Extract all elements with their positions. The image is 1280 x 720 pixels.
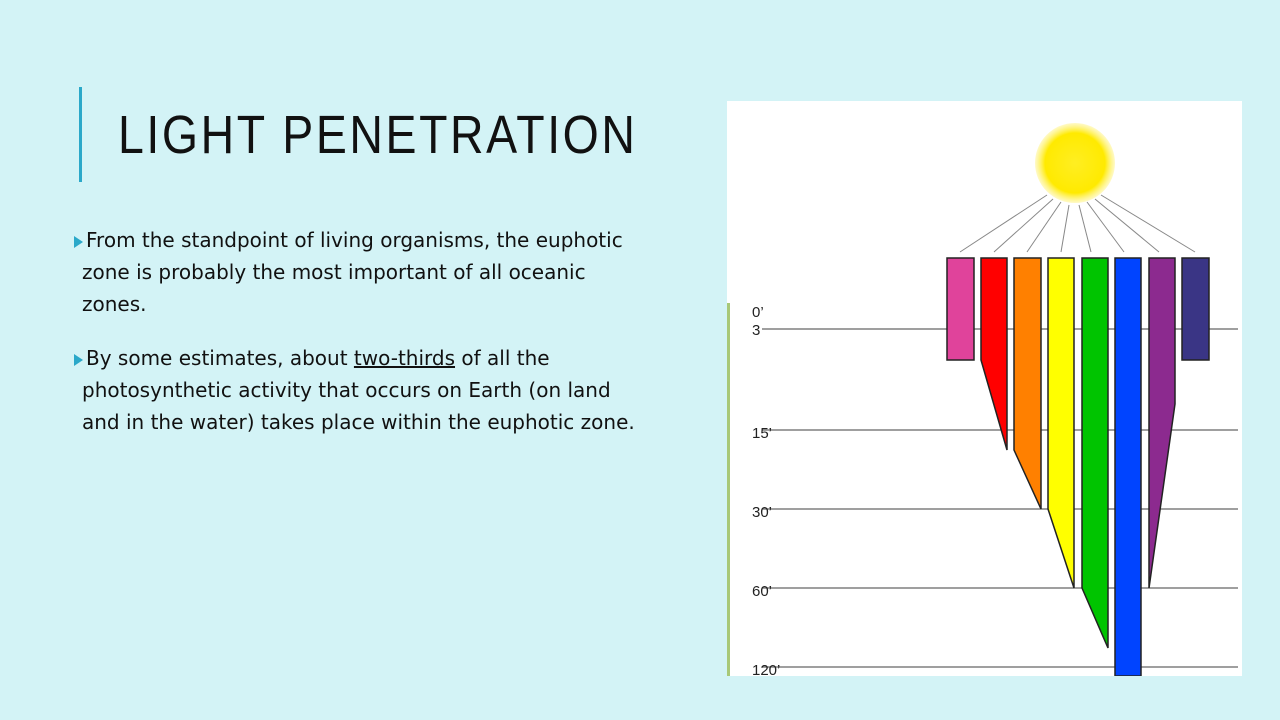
- sun-ray: [1060, 204, 1070, 253]
- depth-label: 120’: [752, 662, 780, 676]
- bullet-item: By some estimates, about two-thirds of a…: [74, 342, 654, 438]
- sun-ray: [1094, 198, 1160, 253]
- bullet-list: From the standpoint of living organisms,…: [74, 224, 654, 460]
- sun-ray: [959, 194, 1048, 253]
- sun-ray: [1086, 201, 1125, 253]
- sun-ray: [1100, 194, 1196, 253]
- bullet-text-after: of all the photosynthetic activity that …: [82, 346, 635, 434]
- light-bar-green: [1081, 257, 1109, 649]
- sun-ray: [1026, 201, 1062, 253]
- sun-ray: [1078, 204, 1092, 253]
- underlined-term: two-thirds: [353, 346, 456, 370]
- arrow-bullet-icon: [74, 354, 83, 366]
- bullet-text: From the standpoint of living organisms,…: [82, 228, 623, 316]
- depth-label: 60’: [752, 583, 772, 600]
- light-bar-yellow: [1047, 257, 1075, 589]
- light-bar-indigo: [1181, 257, 1210, 361]
- sun-ray: [993, 198, 1054, 253]
- bullet-text: By some estimates, about two-thirds of a…: [82, 346, 635, 434]
- title-accent-bar: [79, 87, 82, 182]
- green-edge-strip: [727, 303, 730, 676]
- depth-label: 3: [752, 322, 760, 339]
- depth-label: 0’: [752, 304, 764, 321]
- light-penetration-figure: 0’ 3 15’ 30’ 60’ 120’: [727, 101, 1242, 676]
- sun-icon: [1035, 123, 1115, 203]
- light-bar-orange: [1013, 257, 1042, 510]
- light-bar-blue: [1114, 257, 1142, 676]
- light-bar-purple: [1148, 257, 1176, 589]
- depth-label: 15’: [752, 425, 772, 442]
- light-bar-pink: [946, 257, 975, 361]
- slide-title: LIGHT PENETRATION: [118, 105, 638, 165]
- light-bar-red: [980, 257, 1008, 451]
- depth-label: 30’: [752, 504, 772, 521]
- arrow-bullet-icon: [74, 236, 83, 248]
- bullet-item: From the standpoint of living organisms,…: [74, 224, 654, 320]
- bullet-text-before: By some estimates, about: [86, 346, 354, 370]
- light-penetration-diagram: 0’ 3 15’ 30’ 60’ 120’: [727, 123, 1238, 676]
